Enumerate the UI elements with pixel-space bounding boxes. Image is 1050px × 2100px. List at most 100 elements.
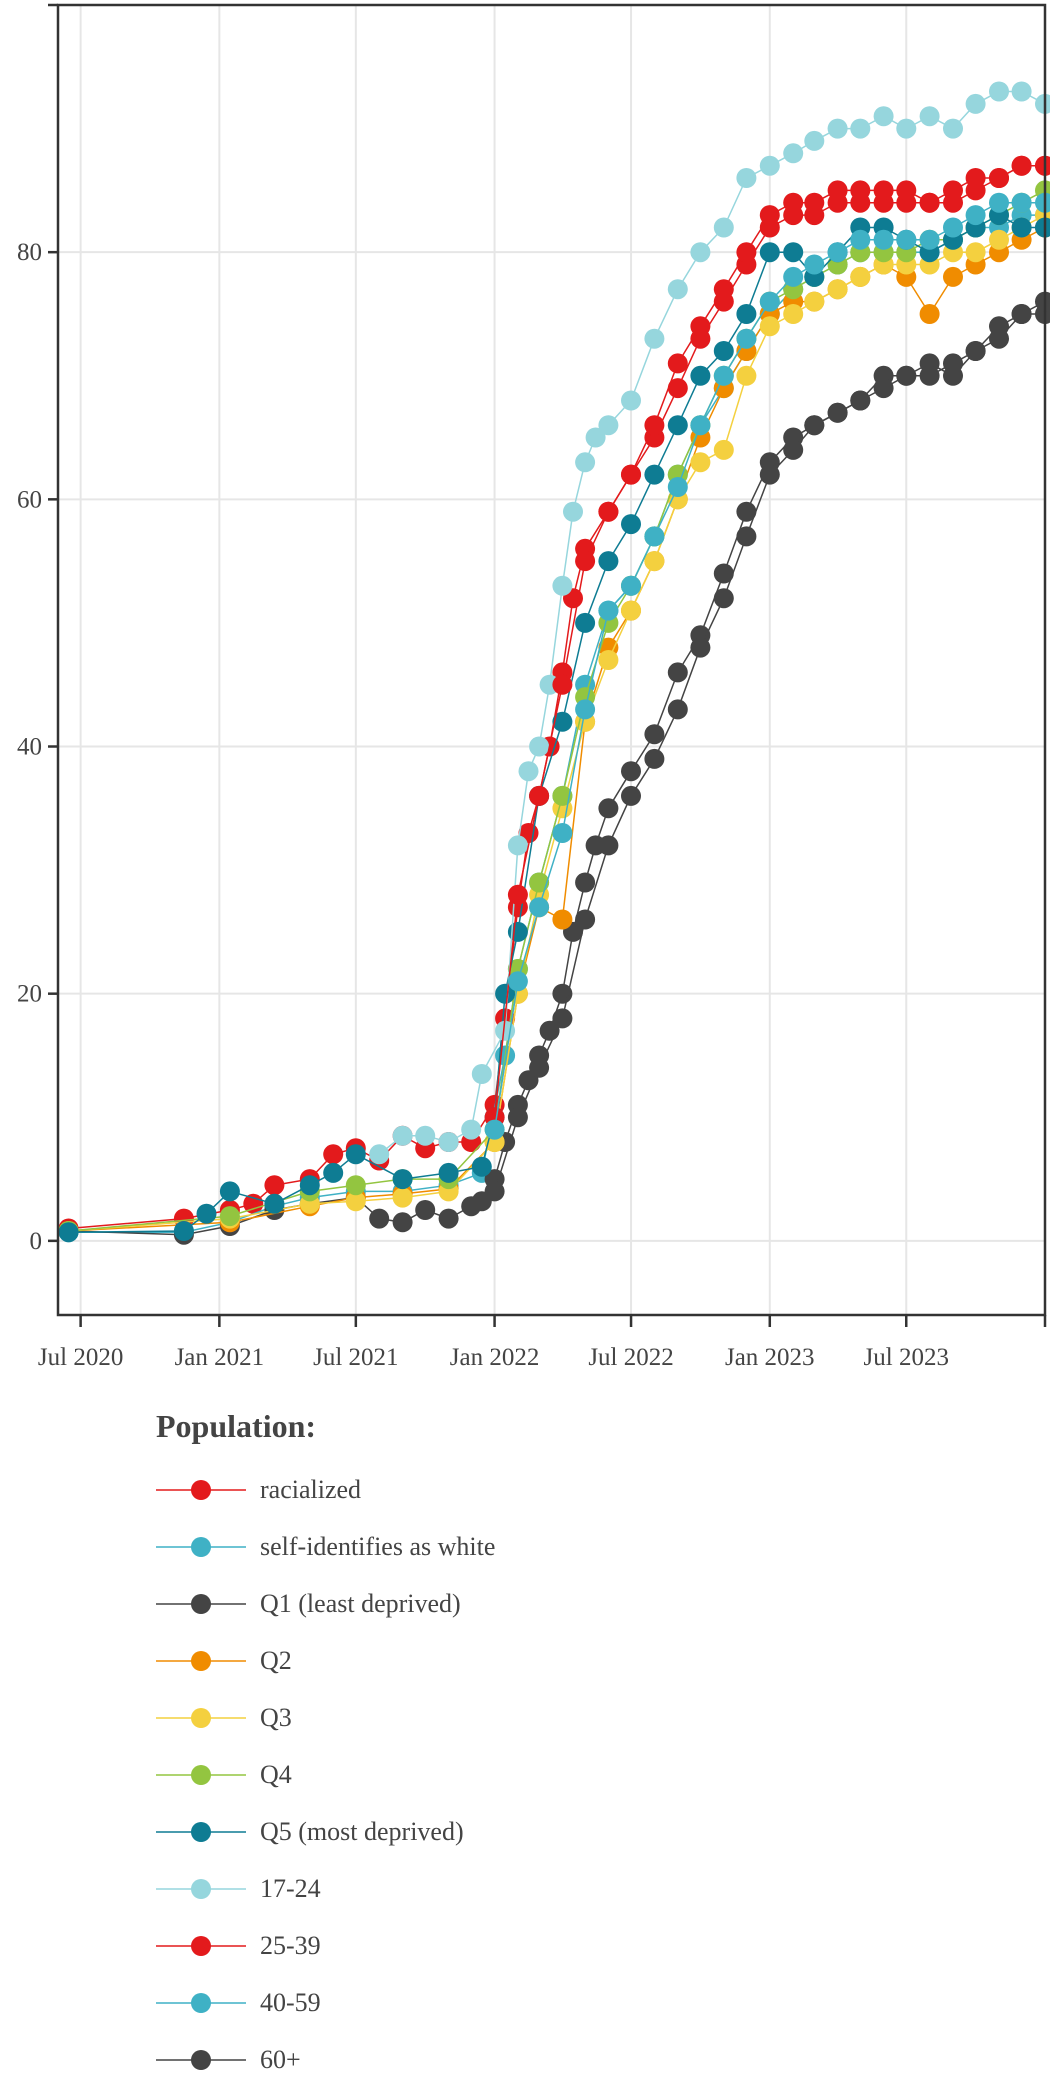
- data-point: [873, 180, 894, 201]
- data-point: [850, 390, 871, 411]
- data-point: [736, 242, 757, 263]
- data-point: [690, 242, 711, 263]
- legend-swatch-marker: [191, 1992, 211, 2013]
- data-point: [471, 1156, 492, 1177]
- data-point: [1011, 155, 1032, 176]
- data-point: [598, 551, 619, 572]
- legend-swatch-marker: [191, 1821, 211, 1842]
- data-point: [919, 229, 940, 250]
- legend-label: Q3: [260, 1702, 292, 1732]
- data-point: [621, 785, 641, 806]
- legend-item[interactable]: self-identifies as white: [156, 1518, 495, 1575]
- chart: 0 20 40 60 80 Jul 2020 Jan 2021 Jul 2021 Jan 202…: [17, 3, 1050, 1371]
- legend-swatch: [156, 1650, 246, 1671]
- data-point: [552, 674, 573, 695]
- data-point: [667, 415, 688, 436]
- data-point: [552, 1008, 573, 1029]
- data-point: [323, 1162, 344, 1183]
- legend-item[interactable]: 17-24: [156, 1860, 495, 1917]
- legend-swatch: [156, 1479, 246, 1500]
- data-point: [621, 514, 641, 535]
- data-point: [552, 823, 573, 843]
- legend-item[interactable]: Q2: [156, 1632, 495, 1689]
- data-point: [759, 464, 780, 485]
- data-point: [621, 390, 641, 411]
- data-point: [783, 192, 804, 213]
- data-point: [667, 662, 688, 683]
- legend-swatch-marker: [191, 1935, 211, 1956]
- legend-item[interactable]: Q3: [156, 1689, 495, 1746]
- data-point: [989, 168, 1009, 188]
- data-point: [783, 266, 804, 287]
- data-point: [1011, 304, 1032, 324]
- data-point: [804, 254, 825, 275]
- legend-swatch-marker: [191, 1707, 211, 1728]
- data-point: [621, 761, 641, 782]
- legend-item[interactable]: Q4: [156, 1746, 495, 1803]
- legend-label: racialized: [260, 1474, 362, 1504]
- data-point: [438, 1208, 459, 1229]
- x-tick-label: Jan 2021: [175, 1344, 265, 1371]
- data-point: [461, 1119, 482, 1140]
- data-point: [345, 1191, 366, 1212]
- legend-swatch: [156, 1536, 246, 1557]
- data-point: [896, 118, 917, 139]
- y-tick-label: 80: [17, 239, 42, 266]
- legend-label: 17-24: [260, 1873, 321, 1903]
- data-point: [896, 365, 917, 386]
- data-point: [919, 304, 940, 324]
- data-point: [621, 600, 641, 621]
- data-point: [690, 365, 711, 386]
- legend-item[interactable]: 60+: [156, 2031, 495, 2088]
- data-point: [713, 279, 734, 300]
- data-point: [598, 501, 619, 522]
- legend-swatch-marker: [191, 1650, 211, 1671]
- data-point: [896, 229, 917, 250]
- data-point: [644, 724, 665, 745]
- legend-item[interactable]: 25-39: [156, 1917, 495, 1974]
- data-point: [507, 1107, 528, 1128]
- data-point: [415, 1125, 436, 1146]
- data-point: [943, 266, 963, 287]
- x-tick-label: Jan 2022: [450, 1344, 540, 1371]
- data-point: [644, 415, 665, 436]
- legend-swatch-marker: [191, 1479, 211, 1500]
- data-point: [369, 1208, 390, 1229]
- legend-swatch: [156, 1593, 246, 1614]
- data-point: [1011, 81, 1032, 102]
- legend-swatch-marker: [191, 1593, 211, 1614]
- data-point: [438, 1162, 459, 1183]
- data-point: [1035, 291, 1050, 312]
- data-point: [299, 1175, 320, 1196]
- data-point: [690, 415, 711, 436]
- x-tick-label: Jul 2022: [588, 1344, 673, 1371]
- data-point: [392, 1125, 413, 1146]
- legend-swatch: [156, 1935, 246, 1956]
- data-point: [965, 341, 986, 361]
- legend-item[interactable]: 40-59: [156, 1974, 495, 2031]
- legend-item[interactable]: Q5 (most deprived): [156, 1803, 495, 1860]
- data-point: [783, 143, 804, 164]
- legend-label: 40-59: [260, 1987, 321, 2017]
- data-point: [667, 279, 688, 300]
- legend-swatch: [156, 2049, 246, 2070]
- data-point: [621, 464, 641, 485]
- data-point: [759, 155, 780, 176]
- data-point: [644, 526, 665, 547]
- legend-label: self-identifies as white: [260, 1531, 496, 1561]
- legend-title: Population:: [156, 1408, 317, 1444]
- data-point: [804, 415, 825, 436]
- data-point: [850, 180, 871, 201]
- legend-label: Q2: [260, 1645, 292, 1675]
- data-point: [965, 93, 986, 114]
- data-point: [759, 205, 780, 226]
- data-point: [736, 168, 757, 188]
- legend-swatch: [156, 1764, 246, 1785]
- legend-item[interactable]: racialized: [156, 1461, 495, 1518]
- data-point: [529, 897, 550, 918]
- data-point: [783, 304, 804, 324]
- data-point: [736, 304, 757, 324]
- legend-item[interactable]: Q1 (least deprived): [156, 1575, 495, 1632]
- data-point: [507, 971, 528, 992]
- data-point: [804, 291, 825, 312]
